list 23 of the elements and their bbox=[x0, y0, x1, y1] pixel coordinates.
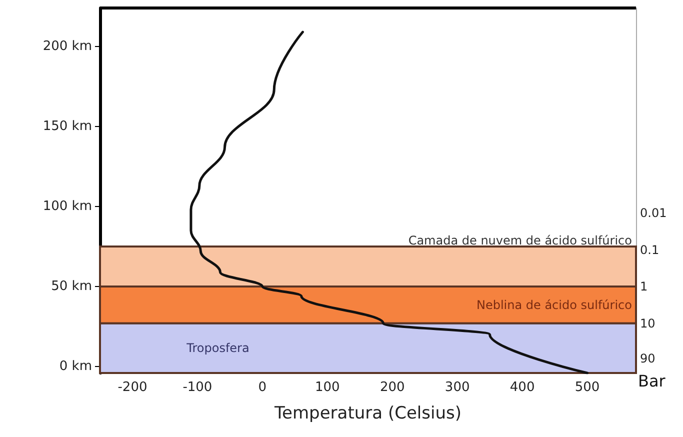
y2-tick-label: 1 bbox=[640, 280, 648, 294]
y2-tick-label: 90 bbox=[640, 351, 656, 366]
x-tick-label: 400 bbox=[510, 380, 535, 395]
x-tick-label: 100 bbox=[314, 380, 340, 395]
x-tick-label: 0 bbox=[258, 380, 267, 395]
x-axis-title: Temperatura (Celsius) bbox=[274, 404, 462, 424]
y2-tick-label: 0.1 bbox=[640, 242, 660, 257]
y-tick-label: 200 km bbox=[42, 38, 92, 54]
y2-tick-label: 10 bbox=[640, 316, 656, 330]
y2-tick-label: 0.01 bbox=[640, 206, 667, 220]
x-tick-label: 300 bbox=[444, 380, 470, 395]
x-tick-label: 500 bbox=[574, 380, 600, 395]
band-label: Troposfera bbox=[186, 341, 250, 356]
y-tick-label: 0 km bbox=[59, 359, 92, 374]
y2-axis-title: Bar bbox=[638, 372, 666, 390]
x-tick-label: -100 bbox=[182, 380, 212, 395]
y-tick-label: 50 km bbox=[51, 279, 92, 294]
band-label: Camada de nuvem de ácido sulfúrico bbox=[408, 234, 632, 248]
y-tick-label: 100 km bbox=[42, 199, 92, 214]
x-tick-label: -200 bbox=[118, 380, 148, 395]
x-tick-label: 200 bbox=[380, 380, 405, 395]
y-tick-label: 150 km bbox=[42, 118, 92, 134]
band-label: Neblina de ácido sulfúrico bbox=[476, 298, 632, 312]
